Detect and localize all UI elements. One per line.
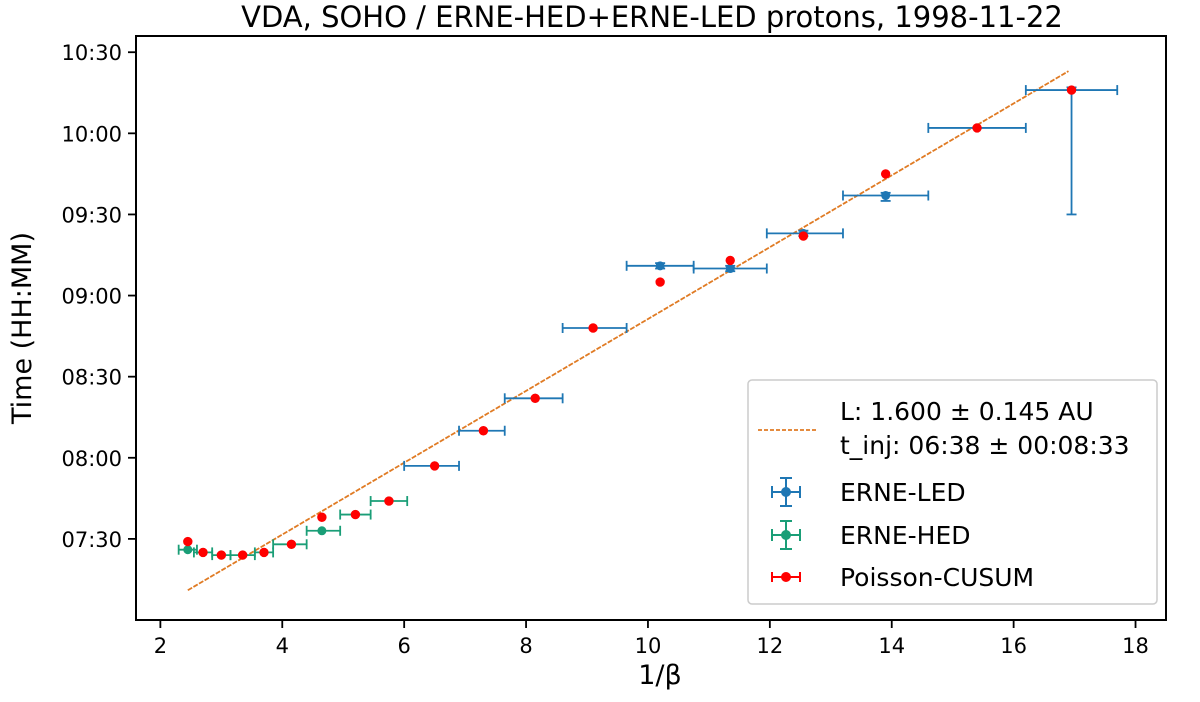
data-point [530,393,540,403]
y-tick-label: 09:30 [61,203,122,227]
data-point [259,547,269,558]
y-tick-label: 09:00 [61,285,122,309]
y-tick-label: 08:00 [61,447,122,471]
chart-title: VDA, SOHO / ERNE-HED+ERNE-LED protons, 1… [241,0,1063,34]
data-point [798,231,809,241]
fit-line [187,70,1069,592]
data-point [880,169,891,179]
x-tick-label: 8 [519,634,532,658]
x-axis-label: 1/β [638,660,682,691]
x-tick-label: 16 [1000,634,1027,658]
y-tick-label: 08:30 [61,366,122,390]
y-axis-label: Time (HH:MM) [7,232,38,425]
data-point [881,191,891,201]
y-tick-label: 10:00 [61,122,122,146]
data-point [350,509,361,520]
data-point [478,426,489,436]
data-point [1066,85,1077,95]
data-point [972,123,982,133]
data-point [183,536,193,547]
legend-hed-swatch [771,520,801,550]
plot-area [177,70,1119,592]
y-tick-label: 07:30 [61,528,122,552]
data-point [655,261,665,271]
legend-hed-label: ERNE-HED [840,521,971,550]
series-poisson-cusum [183,85,1077,560]
data-point [286,539,297,549]
legend-cusum-label: Poisson-CUSUM [840,563,1034,592]
data-point [429,461,440,471]
x-tick-label: 14 [878,634,905,658]
legend-box [747,379,1158,605]
plot-frame [135,35,1167,621]
data-point [655,277,665,287]
x-tick-label: 12 [756,634,783,658]
x-tick-label: 4 [276,634,289,658]
data-point [317,526,327,536]
legend-fit-label-line2: t_inj: 06:38 ± 00:08:33 [840,431,1130,460]
data-point [588,323,598,333]
x-tick-label: 2 [154,634,167,658]
legend: L: 1.600 ± 0.145 AU t_inj: 06:38 ± 00:08… [747,379,1158,605]
series-erne-hed [177,496,409,561]
legend-cusum-swatch [771,572,801,582]
y-tick-label: 10:30 [61,41,122,65]
data-point [725,264,735,274]
legend-fit-label-line1: L: 1.600 ± 0.145 AU [840,397,1094,426]
legend-led-swatch [771,477,801,507]
data-point [216,550,227,560]
data-point [183,545,193,555]
x-tick-label: 10 [635,634,662,658]
axes: 2 4 6 8 10 12 14 16 18 07:30 08:00 08:30 09:00 09:30 1… [61,41,1148,658]
x-tick-label: 6 [397,634,410,658]
data-point [198,547,208,558]
data-point [384,496,394,506]
legend-led-label: ERNE-LED [840,478,966,507]
data-point [317,512,327,522]
x-tick-label: 18 [1122,634,1149,658]
data-point [237,550,248,560]
data-point [725,255,735,266]
